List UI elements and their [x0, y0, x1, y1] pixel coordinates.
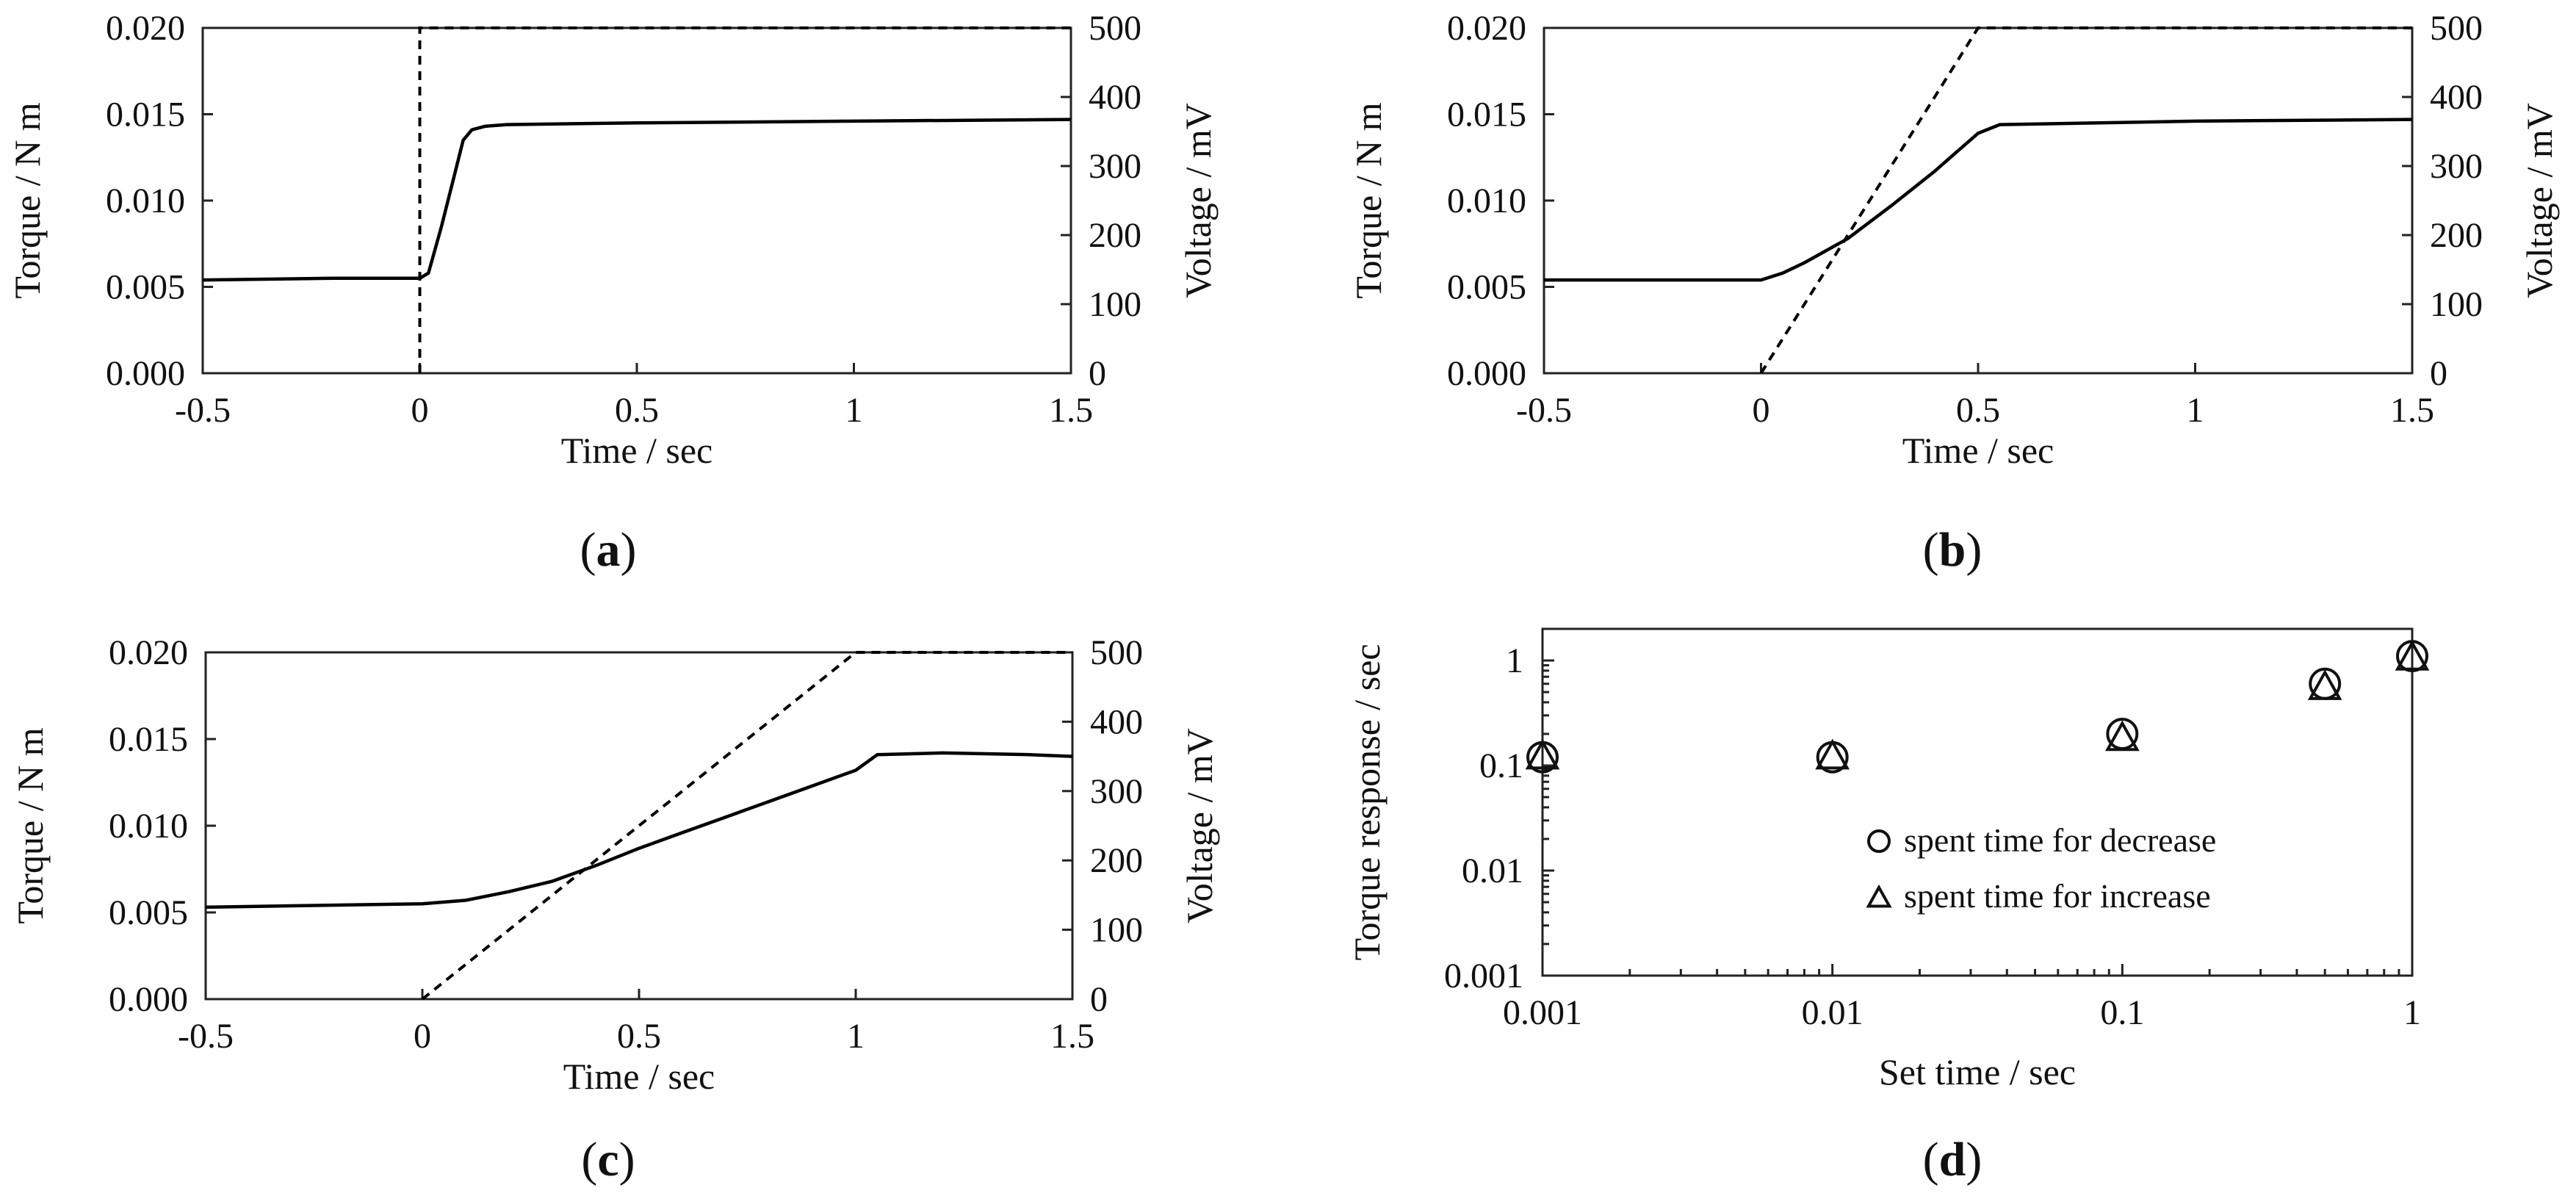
y-right-axis-label: Voltage / mV	[2519, 103, 2560, 298]
x-tick-label: 1	[845, 391, 863, 430]
y-left-tick-label: 0.015	[109, 720, 188, 759]
y-right-axis-label: Voltage / mV	[1177, 103, 1219, 298]
x-tick-label: -0.5	[175, 391, 231, 430]
y-left-tick-label: 0.000	[106, 354, 185, 393]
point-triangle-marker	[2395, 639, 2430, 671]
legend-entry: spent time for decrease	[1904, 821, 2216, 859]
voltage-series-line	[418, 26, 1071, 373]
y-left-tick-label: 0.015	[106, 96, 185, 134]
y-left-axis-label: Torque / N m	[10, 727, 51, 923]
y-right-tick-label: 0	[1090, 980, 1108, 1019]
torque-series-line	[205, 751, 1073, 909]
chart-panel-d: 0.001 0.01 0.1 1 0.001 0.01 0.1 1 Set time / sec…	[1346, 627, 2430, 1186]
y-left-axis-label: Torque / N m	[1348, 102, 1389, 298]
y-left-tick-label: 0.005	[106, 268, 185, 307]
y-left-tick-label: 0.015	[1447, 96, 1526, 134]
y-left-tick-label: 0.020	[109, 633, 188, 672]
y-left-tick-label: 0.010	[1447, 181, 1526, 220]
y-right-tick-label: 300	[1089, 147, 1141, 186]
y-left-tick-label: 0.010	[109, 807, 188, 846]
y-right-tick-label: 200	[2430, 216, 2483, 255]
y-left-tick-label: 0.020	[1447, 9, 1526, 48]
y-left-tick-label: 0.010	[106, 181, 185, 220]
x-tick-label: 0.001	[1503, 993, 1582, 1032]
torque-series-line	[1544, 118, 2413, 282]
y-right-tick-label: 0	[2430, 354, 2447, 393]
legend-entry: spent time for increase	[1904, 877, 2211, 915]
x-tick-label: 0.01	[1802, 993, 1864, 1032]
y-tick-label: 0.01	[1462, 851, 1523, 890]
x-tick-label: 0.5	[615, 391, 659, 430]
plot-frame	[201, 26, 1072, 375]
x-tick-label: 1.5	[1050, 1017, 1094, 1056]
y-right-tick-label: 100	[2430, 285, 2483, 324]
panel-label: (d)	[1923, 1133, 1982, 1186]
x-tick-label: 1	[847, 1017, 865, 1056]
y-right-axis-label: Voltage / mV	[1179, 728, 1220, 923]
point-triangle-marker	[1866, 884, 1892, 908]
x-tick-label: 0	[411, 391, 429, 430]
panel-label: (b)	[1923, 523, 1982, 577]
y-tick-label: 0.1	[1479, 746, 1523, 785]
point-triangle-marker	[2104, 720, 2140, 752]
y-right-tick-label: 300	[2430, 147, 2483, 186]
y-right-tick-label: 500	[2430, 9, 2483, 48]
x-tick-label: 1	[2187, 391, 2204, 430]
point-triangle-marker	[1815, 738, 1850, 770]
plot-frame	[1543, 26, 2414, 375]
point-triangle-marker	[1525, 738, 1560, 770]
chart-panel-c: -0.5 0 0.5 1 1.5 0.000 0.005 0.010 0.015 0.020 0 10…	[10, 633, 1220, 1186]
x-axis-label: Set time / sec	[1879, 1051, 2076, 1092]
panel-label: (a)	[580, 523, 637, 577]
y-left-axis-label: Torque / N m	[7, 102, 48, 298]
y-right-tick-label: 400	[1090, 702, 1143, 741]
y-left-tick-label: 0.005	[109, 893, 188, 932]
chart-panel-b: -0.5 0 0.5 1 1.5 0.000 0.005 0.010 0.015 0.020 0 10…	[1348, 9, 2560, 577]
voltage-series-line	[421, 651, 1072, 1001]
y-tick-label: 1	[1506, 641, 1523, 680]
x-axis-label: Time / sec	[561, 430, 713, 471]
voltage-series-line	[1759, 26, 2412, 375]
x-axis-label: Time / sec	[563, 1056, 715, 1097]
y-right-tick-label: 200	[1090, 841, 1143, 880]
y-tick-label: 0.001	[1444, 957, 1523, 995]
x-tick-label: 0	[414, 1017, 431, 1056]
y-right-tick-label: 400	[1089, 78, 1141, 117]
torque-series-line	[202, 118, 1072, 282]
y-right-tick-label: 500	[1090, 633, 1143, 672]
y-right-tick-label: 200	[1089, 216, 1141, 255]
y-axis-label: Torque response / sec	[1346, 644, 1388, 960]
x-tick-label: -0.5	[178, 1017, 234, 1056]
y-right-tick-label: 100	[1090, 911, 1143, 950]
x-tick-label: 0.5	[617, 1017, 661, 1056]
y-right-tick-label: 0	[1089, 354, 1106, 393]
y-left-tick-label: 0.000	[109, 980, 188, 1019]
chart-panel-a: -0.5 0 0.5 1 1.5 0.000 0.005 0.010 0.015 0.020 0 10…	[7, 9, 1219, 577]
plot-frame	[204, 651, 1074, 1001]
x-tick-label: 0.5	[1956, 391, 2000, 430]
point-triangle-marker	[2307, 669, 2342, 700]
point-circle-marker	[1867, 829, 1891, 853]
y-right-tick-label: 300	[1090, 772, 1143, 811]
x-tick-label: 1.5	[2390, 391, 2434, 430]
x-axis-label: Time / sec	[1902, 430, 2054, 471]
x-tick-label: -0.5	[1516, 391, 1572, 430]
y-left-tick-label: 0.000	[1447, 354, 1526, 393]
panel-label: (c)	[581, 1133, 635, 1186]
y-right-tick-label: 400	[2430, 78, 2483, 117]
x-tick-label: 1.5	[1049, 391, 1093, 430]
y-left-tick-label: 0.020	[106, 9, 185, 48]
x-tick-label: 0	[1753, 391, 1770, 430]
y-left-tick-label: 0.005	[1447, 268, 1526, 307]
y-right-tick-label: 100	[1089, 285, 1141, 324]
x-tick-label: 0.1	[2100, 993, 2144, 1032]
x-tick-label: 1	[2403, 993, 2421, 1032]
plot-frame	[1541, 627, 2414, 977]
y-right-tick-label: 500	[1089, 9, 1141, 48]
